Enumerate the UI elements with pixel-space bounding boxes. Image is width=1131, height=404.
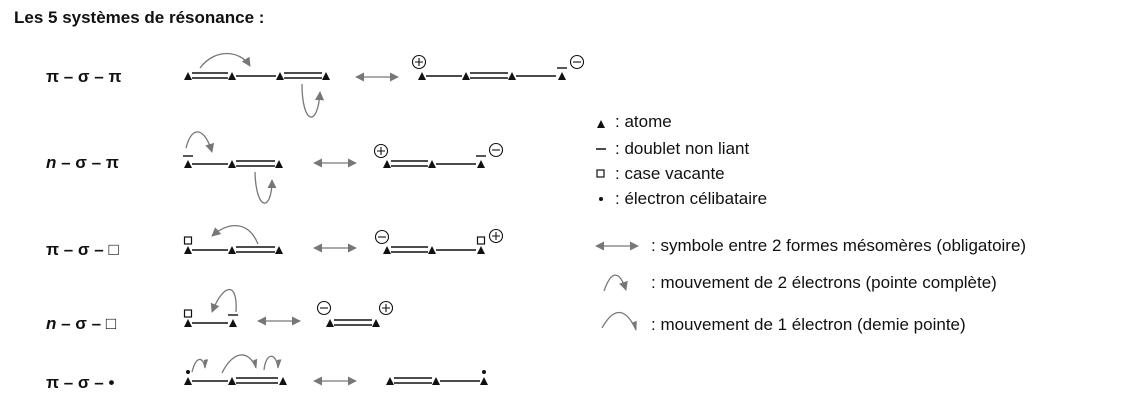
row-label-rest: – σ – π — [56, 153, 119, 172]
arrows-layer — [185, 53, 639, 386]
legend-resonance-arrow-text: : symbole entre 2 formes mésomères (obli… — [651, 236, 1027, 255]
electron-move-arrow — [301, 83, 325, 118]
row-label-pi-sigma-radical: π – σ – • — [46, 373, 114, 393]
atom-triangle — [383, 246, 391, 254]
radical-dot — [482, 370, 486, 374]
legend-one-electron-text: : mouvement de 1 électron (demie pointe) — [651, 315, 966, 334]
atom-triangle — [184, 160, 192, 168]
row-label-lead: π — [46, 240, 60, 259]
row-label-pi-sigma-pi: π – σ – π — [46, 67, 121, 87]
row-label-lead: n — [46, 153, 57, 172]
legend-two-electron-icon — [603, 274, 628, 292]
atom-triangle — [432, 377, 440, 385]
atom-triangle — [386, 377, 394, 385]
atom-triangle — [477, 246, 485, 254]
plus-charge-icon — [373, 143, 389, 159]
atom-triangle — [276, 72, 284, 80]
atom-triangle — [275, 160, 283, 168]
minus-charge-icon — [488, 142, 504, 158]
atom-triangle — [228, 160, 236, 168]
legend-lone-pair-text: : doublet non liant — [615, 139, 750, 158]
atom-triangle — [558, 72, 566, 80]
electron-half-arrow — [191, 358, 209, 373]
electron-half-arrow — [221, 354, 258, 374]
vacancy-box — [183, 236, 193, 245]
legend-one-electron-icon — [601, 311, 637, 331]
row-label-lead: n — [46, 314, 57, 333]
page-title: Les 5 systèmes de résonance : — [14, 8, 265, 27]
row-label-rest: – σ – π — [59, 67, 122, 86]
legend-vacancy-text: : case vacante — [615, 164, 725, 183]
minus-charge-icon — [569, 54, 585, 70]
row-label-rest: – σ – □ — [56, 314, 117, 333]
atom-triangle — [477, 160, 485, 168]
plus-charge-icon — [488, 228, 504, 244]
atom-triangle — [184, 246, 192, 254]
legend-vacancy-icon — [596, 169, 605, 178]
atom-triangle — [228, 377, 236, 385]
bonds-layer — [192, 72, 556, 384]
atom-triangle — [383, 160, 391, 168]
row-label-pi-sigma-vacancy: π – σ – □ — [46, 240, 119, 260]
atom-triangle — [326, 319, 334, 327]
row-label-n-sigma-pi: n – σ – π — [46, 153, 119, 173]
atom-triangle — [279, 377, 287, 385]
atom-triangle — [275, 246, 283, 254]
electron-half-arrow — [263, 355, 282, 371]
atom-triangle — [184, 72, 192, 80]
atom-triangle — [228, 246, 236, 254]
plus-charge-icon — [378, 300, 394, 316]
electron-move-arrow — [185, 131, 215, 153]
minus-charge-icon — [316, 300, 332, 316]
atom-triangle — [508, 72, 516, 80]
atom-triangle — [229, 319, 237, 327]
atom-triangle — [428, 246, 436, 254]
legend-atom-text: : atome — [615, 112, 672, 131]
electron-move-arrow — [210, 289, 237, 313]
atom-triangle — [418, 72, 426, 80]
atoms-layer — [184, 72, 605, 385]
electron-move-arrow — [254, 171, 277, 204]
atom-triangle — [184, 319, 192, 327]
row-label-rest: – σ – • — [59, 373, 115, 392]
extras-layer — [183, 54, 606, 374]
electron-move-arrow — [199, 53, 251, 69]
atom-triangle — [462, 72, 470, 80]
atom-triangle — [372, 319, 380, 327]
radical-dot — [186, 370, 190, 374]
plus-charge-icon — [411, 54, 427, 70]
atom-triangle — [480, 377, 488, 385]
vacancy-box — [183, 309, 193, 318]
atom-triangle — [184, 377, 192, 385]
row-label-n-sigma-vacancy: n – σ – □ — [46, 314, 116, 334]
atom-triangle — [228, 72, 236, 80]
row-label-rest: – σ – □ — [59, 240, 119, 259]
atom-triangle — [322, 72, 330, 80]
row-label-lead: π — [46, 67, 60, 86]
atom-triangle — [428, 160, 436, 168]
atom-triangle — [597, 120, 605, 128]
vacancy-box — [476, 236, 486, 245]
legend-radical-text: : électron célibataire — [615, 189, 768, 208]
row-label-lead: π — [46, 373, 60, 392]
minus-charge-icon — [374, 229, 390, 245]
electron-move-arrow — [211, 225, 259, 245]
legend-two-electron-text: : mouvement de 2 électrons (pointe compl… — [651, 273, 997, 292]
legend-radical-icon — [599, 197, 603, 201]
